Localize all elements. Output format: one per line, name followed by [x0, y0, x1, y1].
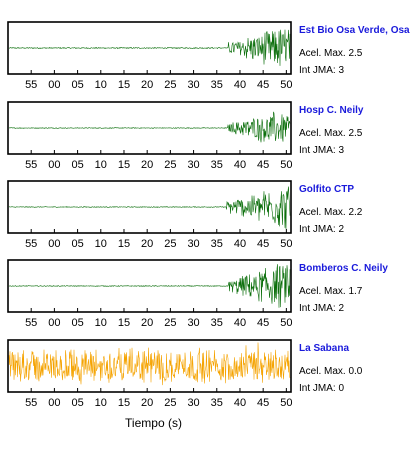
x-tick-label: 25 [164, 397, 176, 409]
int-jma-label: Int JMA: 3 [299, 145, 344, 156]
x-tick-label: 15 [118, 159, 130, 171]
x-tick-label: 25 [164, 79, 176, 91]
x-tick-label: 20 [141, 79, 153, 91]
x-tick-label: 20 [141, 159, 153, 171]
x-tick-label: 40 [234, 238, 246, 250]
x-tick-label: 30 [187, 238, 199, 250]
acel-max-label: Acel. Max. 0.0 [299, 366, 363, 377]
x-tick-label: 55 [25, 159, 37, 171]
x-tick-label: 35 [211, 79, 223, 91]
x-tick-label: 10 [95, 159, 107, 171]
x-tick-label: 00 [48, 79, 60, 91]
x-tick-label: 30 [187, 317, 199, 329]
x-tick-label: 50 [280, 317, 292, 329]
x-tick-label: 05 [71, 397, 83, 409]
x-tick-label: 45 [257, 317, 269, 329]
panel-2: 55 00 05 10 15 20 25 30 35 40 45 50 Golfito CTP Acel.… [7, 180, 363, 250]
x-tick-label: 45 [257, 159, 269, 171]
x-tick-label: 40 [234, 317, 246, 329]
station-name: Hosp C. Neily [299, 105, 364, 116]
x-tick-label: 30 [187, 159, 199, 171]
x-tick-label: 25 [164, 238, 176, 250]
panel-frame-0 [7, 21, 292, 75]
x-tick-label: 35 [211, 159, 223, 171]
panel-frame-4 [7, 339, 292, 393]
x-tick-label: 25 [164, 159, 176, 171]
x-tick-label: 55 [25, 317, 37, 329]
panel-frame-2 [7, 180, 292, 234]
waveform-line-4 [8, 342, 291, 386]
x-tick-label: 35 [211, 238, 223, 250]
x-tick-label: 00 [48, 238, 60, 250]
x-tick-label: 50 [280, 238, 292, 250]
waveform-line-1 [9, 111, 291, 143]
acel-max-label: Acel. Max. 1.7 [299, 286, 363, 297]
x-tick-label: 00 [48, 159, 60, 171]
x-axis-label: Tiempo (s) [125, 416, 182, 430]
x-tick-label: 30 [187, 79, 199, 91]
panel-3: 55 00 05 10 15 20 25 30 35 40 45 50 Bomberos C. Neil… [7, 259, 388, 329]
panel-4: 55 00 05 10 15 20 25 30 35 40 45 50 La Sabana Acel. M… [7, 339, 363, 409]
x-tick-label: 40 [234, 159, 246, 171]
x-tick-label: 20 [141, 238, 153, 250]
int-jma-label: Int JMA: 2 [299, 224, 344, 235]
x-tick-label: 05 [71, 238, 83, 250]
acel-max-label: Acel. Max. 2.2 [299, 207, 363, 218]
x-tick-label: 45 [257, 238, 269, 250]
x-tick-label: 00 [48, 397, 60, 409]
x-tick-label: 55 [25, 397, 37, 409]
x-tick-label: 05 [71, 317, 83, 329]
acel-max-label: Acel. Max. 2.5 [299, 48, 363, 59]
x-tick-label: 55 [25, 238, 37, 250]
panel-frame-3 [7, 259, 292, 313]
x-tick-label: 50 [280, 397, 292, 409]
x-tick-label: 25 [164, 317, 176, 329]
x-tick-label: 15 [118, 397, 130, 409]
x-tick-label: 40 [234, 79, 246, 91]
x-tick-label: 10 [95, 397, 107, 409]
station-name: Golfito CTP [299, 184, 354, 195]
x-tick-label: 35 [211, 397, 223, 409]
station-name: Bomberos C. Neily [299, 263, 388, 274]
x-tick-label: 15 [118, 317, 130, 329]
station-name: Est Bio Osa Verde, Osa [299, 25, 410, 36]
x-tick-label: 05 [71, 159, 83, 171]
station-name: La Sabana [299, 343, 349, 354]
x-tick-label: 05 [71, 79, 83, 91]
x-tick-label: 20 [141, 397, 153, 409]
panel-frame-1 [7, 101, 292, 155]
x-tick-label: 00 [48, 317, 60, 329]
panel-0: 55 00 05 10 15 20 25 30 35 40 45 50 Est Bio Osa Verd… [7, 21, 410, 91]
panel-1: 55 00 05 10 15 20 25 30 35 40 45 50 Hosp C. Neily Ace… [7, 101, 364, 171]
x-tick-label: 50 [280, 159, 292, 171]
acel-max-label: Acel. Max. 2.5 [299, 128, 363, 139]
int-jma-label: Int JMA: 2 [299, 303, 344, 314]
x-tick-label: 45 [257, 79, 269, 91]
waveform-line-0 [8, 29, 291, 66]
x-tick-label: 10 [95, 238, 107, 250]
x-tick-label: 45 [257, 397, 269, 409]
x-tick-label: 55 [25, 79, 37, 91]
x-tick-label: 10 [95, 79, 107, 91]
waveform-line-2 [8, 186, 291, 230]
int-jma-label: Int JMA: 3 [299, 65, 344, 76]
x-tick-label: 50 [280, 79, 292, 91]
x-tick-label: 30 [187, 397, 199, 409]
x-tick-label: 20 [141, 317, 153, 329]
waveform-line-3 [8, 264, 291, 308]
x-tick-label: 10 [95, 317, 107, 329]
x-tick-label: 40 [234, 397, 246, 409]
x-tick-label: 35 [211, 317, 223, 329]
int-jma-label: Int JMA: 0 [299, 383, 344, 394]
x-tick-label: 15 [118, 238, 130, 250]
x-tick-label: 15 [118, 79, 130, 91]
